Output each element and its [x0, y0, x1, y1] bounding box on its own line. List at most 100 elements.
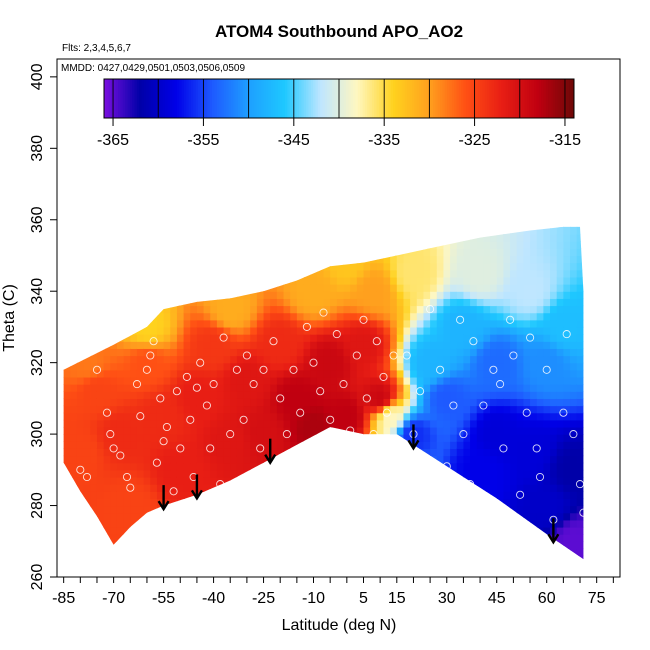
heat-cell: [576, 455, 584, 464]
heat-cell: [183, 341, 191, 349]
heat-cell: [356, 469, 365, 478]
heat-cell: [70, 213, 77, 221]
heat-cell: [203, 541, 211, 550]
heat-cell: [370, 226, 378, 235]
heat-cell: [183, 326, 191, 335]
heat-cell: [496, 226, 504, 228]
heat-cell: [343, 291, 351, 299]
heat-cell: [490, 348, 498, 357]
heat-cell: [76, 384, 85, 392]
heat-cell: [270, 405, 278, 414]
heat-cell: [156, 248, 165, 257]
observation-point: [379, 372, 388, 381]
colorbar-segment: [108, 79, 112, 118]
heat-cell: [370, 498, 378, 507]
heat-cell: [450, 462, 458, 471]
heat-cell: [410, 319, 418, 328]
heat-cell: [230, 412, 238, 421]
heat-cell: [130, 512, 138, 521]
heat-cell: [263, 276, 271, 285]
heat-cell: [490, 505, 498, 514]
heat-cell: [556, 484, 564, 492]
heat-cell: [130, 376, 138, 385]
heat-cell: [383, 434, 391, 442]
heat-cell: [370, 412, 378, 421]
heat-cell: [256, 255, 265, 264]
heat-cell: [563, 276, 571, 285]
observation-point: [159, 437, 168, 446]
heat-cell: [283, 412, 291, 421]
heat-cell: [283, 255, 291, 264]
heat-cell: [156, 291, 165, 299]
heat-cell: [70, 355, 78, 364]
heat-cell: [290, 334, 298, 342]
heat-cell: [96, 334, 105, 342]
heat-cell: [330, 434, 338, 442]
heat-cell: [597, 498, 604, 506]
colorbar-segment: [141, 79, 145, 118]
heat-cell: [196, 326, 205, 335]
heat-cell: [543, 419, 551, 428]
heat-cell: [383, 319, 391, 328]
heat-cell: [90, 441, 98, 449]
heat-cell: [63, 419, 65, 428]
heat-cell: [330, 563, 337, 571]
heat-cell: [336, 419, 345, 428]
heat-cell: [470, 419, 478, 428]
heat-cell: [583, 326, 584, 335]
heat-cell: [496, 319, 504, 328]
heat-cell: [443, 391, 451, 399]
heat-cell: [116, 462, 125, 471]
heat-cell: [503, 412, 511, 421]
heat-cell: [503, 498, 511, 507]
heat-cell: [90, 448, 98, 457]
heat-cell: [156, 441, 165, 449]
heat-cell: [270, 412, 278, 421]
heat-cell: [236, 248, 245, 257]
heat-cell: [536, 548, 544, 557]
heat-cell: [510, 484, 518, 492]
heat-cell: [143, 312, 151, 321]
heat-cell: [210, 226, 218, 235]
heat-cell: [290, 419, 298, 428]
heat-cell: [183, 248, 191, 257]
heat-cell: [597, 213, 604, 221]
heat-cell: [196, 469, 205, 478]
heat-cell: [310, 213, 317, 221]
heat-cell: [310, 384, 318, 392]
heat-cell: [483, 355, 491, 364]
heat-cell: [256, 355, 265, 364]
heat-cell: [503, 476, 511, 485]
heat-cell: [150, 455, 158, 464]
heat-cell: [270, 398, 278, 407]
heat-cell: [456, 269, 465, 278]
heat-cell: [243, 541, 251, 550]
heat-cell: [463, 548, 471, 557]
heat-cell: [416, 305, 425, 314]
colorbar-segment: [169, 79, 173, 118]
heat-cell: [76, 555, 85, 560]
heat-cell: [416, 512, 425, 521]
heat-cell: [470, 541, 478, 550]
heat-cell: [476, 348, 485, 357]
heat-cell: [123, 384, 131, 392]
heat-cell: [570, 226, 578, 235]
heat-cell: [96, 484, 105, 492]
heat-cell: [143, 512, 151, 521]
heat-cell: [423, 391, 431, 399]
heat-cell: [343, 419, 351, 428]
x-tick-label: 30: [438, 590, 456, 607]
heat-cell: [463, 376, 471, 385]
heat-cell: [550, 555, 558, 560]
heat-cell: [370, 319, 378, 328]
heat-cell: [236, 441, 245, 449]
heat-cell: [176, 384, 185, 392]
heat-cell: [530, 326, 538, 335]
heat-cell: [390, 419, 398, 428]
heat-cell: [276, 441, 285, 449]
heat-cell: [163, 512, 171, 521]
heat-cell: [430, 384, 438, 392]
heat-cell: [110, 534, 118, 542]
heat-cell: [163, 326, 171, 335]
heat-cell: [370, 441, 378, 449]
